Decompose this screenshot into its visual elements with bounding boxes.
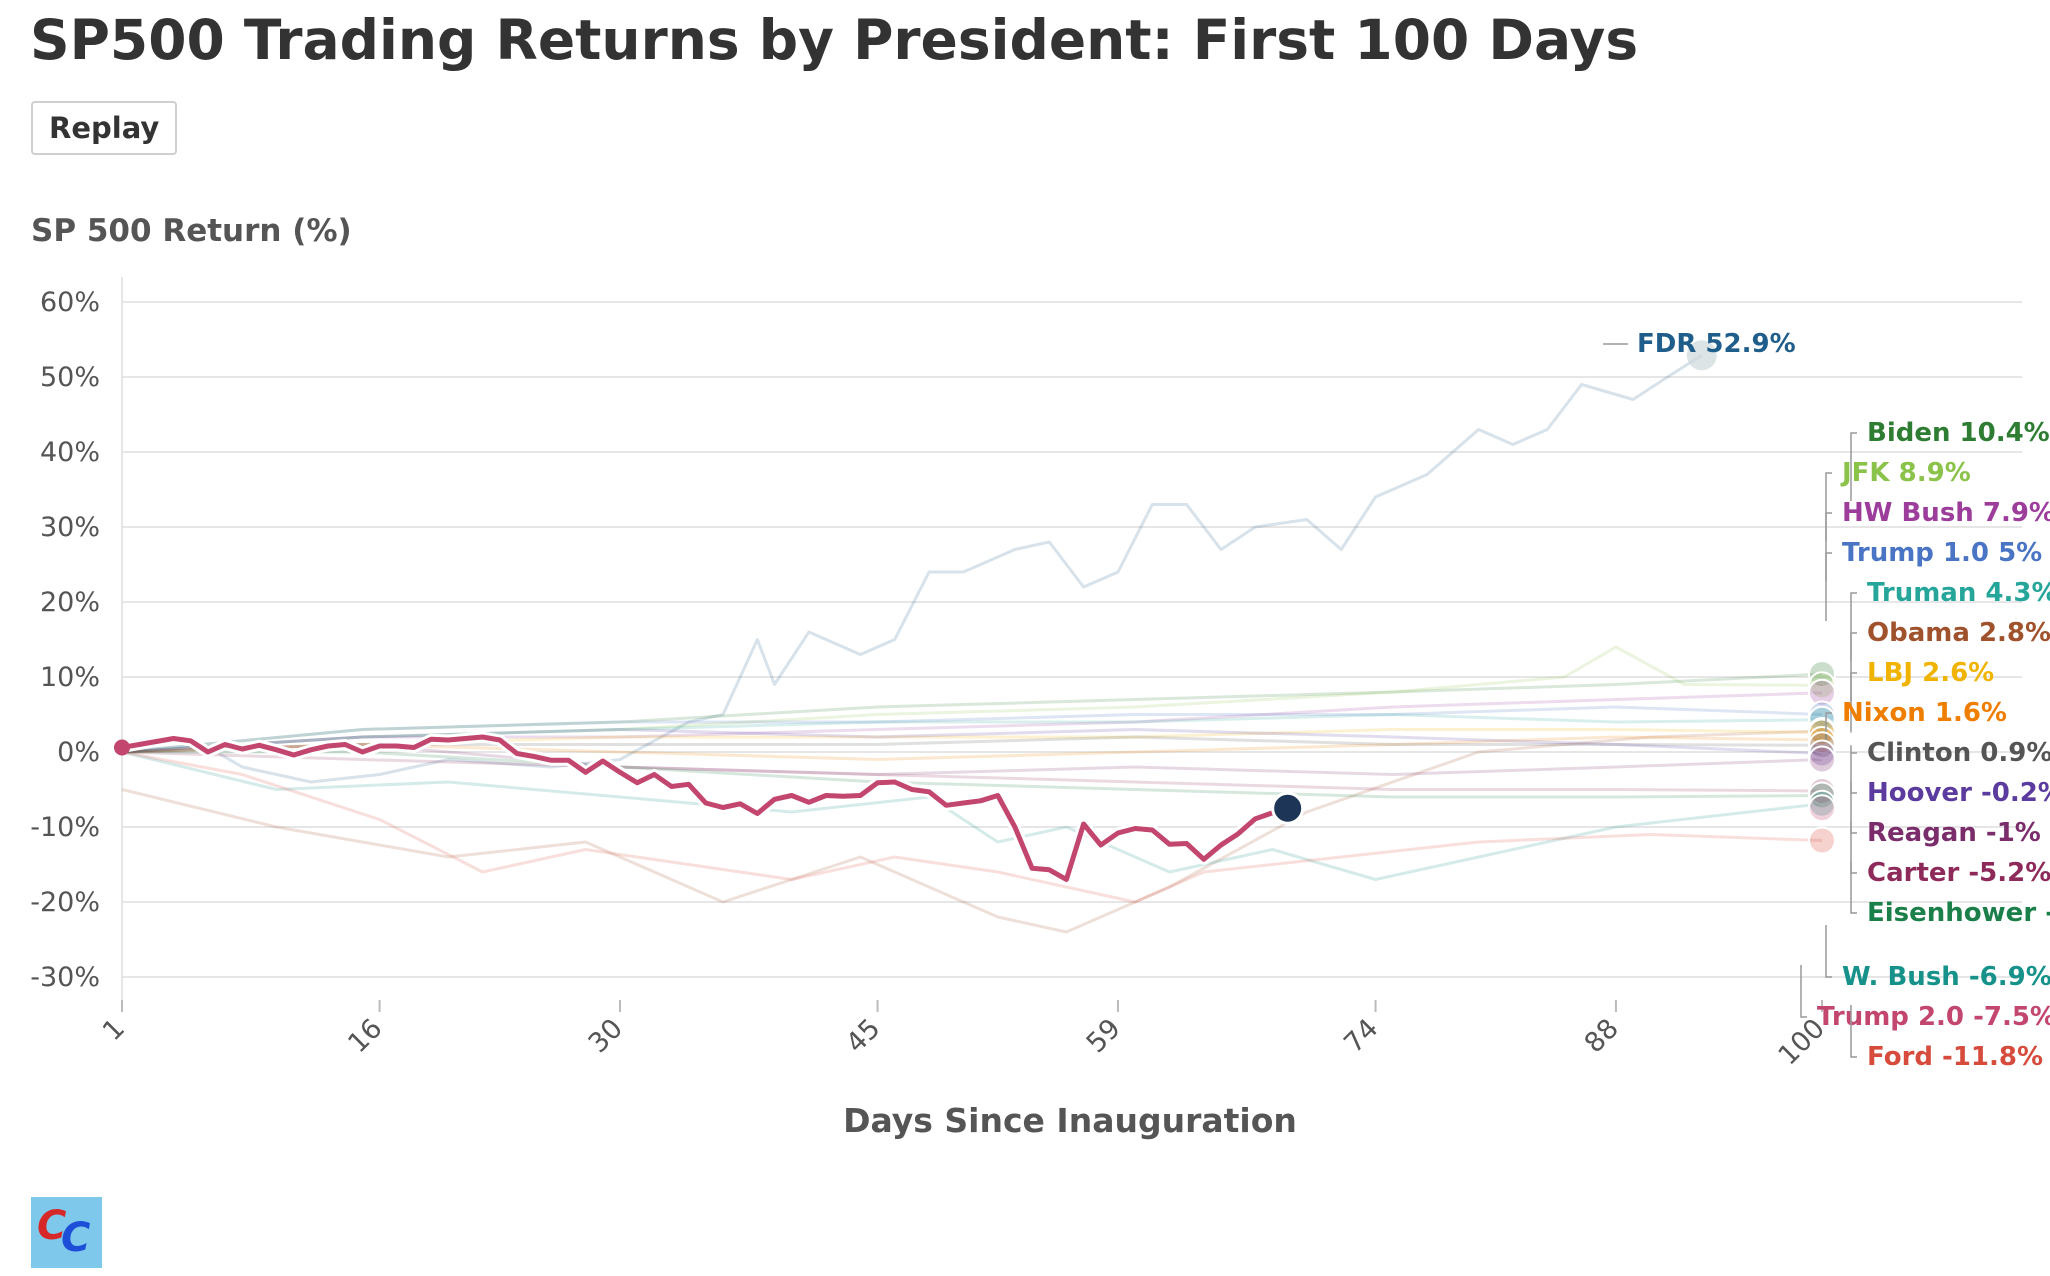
series-line-biden bbox=[121, 672, 1823, 754]
y-tick-label: 60% bbox=[40, 287, 100, 318]
end-labels: FDR 52.9% Biden 10.4% JFK 8.9% HW Bush 7.9%… bbox=[1603, 329, 2050, 1072]
end-marker-ford bbox=[1808, 826, 1836, 855]
label-leader-jfk bbox=[1825, 472, 1832, 541]
series-line-trump-2-0 bbox=[121, 734, 1291, 882]
label-leader-hoover bbox=[1850, 753, 1857, 794]
axes: 60% 50% 40% 30% 20% 10% 0% -10% -20% -30% 1 16 30 45 5… bbox=[30, 277, 1831, 1071]
end-label-fdr: FDR 52.9% bbox=[1637, 329, 1796, 359]
y-tick-label: -30% bbox=[30, 962, 100, 993]
x-tick-label: 1 bbox=[97, 1013, 131, 1047]
x-tick-label: 88 bbox=[1579, 1013, 1625, 1059]
y-tick-label: 50% bbox=[40, 362, 100, 393]
series-line-trump-1-0 bbox=[121, 705, 1823, 754]
series-line-hoover bbox=[121, 728, 1823, 755]
end-label-eisenhower: Eisenhower -5.8% bbox=[1867, 898, 2050, 928]
end-label-clinton: Clinton 0.9% bbox=[1867, 738, 2050, 768]
end-label-reagan: Reagan -1% bbox=[1867, 818, 2041, 848]
y-tick-label: -20% bbox=[30, 887, 100, 918]
x-tick-label: 59 bbox=[1081, 1013, 1127, 1059]
x-tick-label: 16 bbox=[342, 1013, 388, 1059]
end-label-hw-bush: HW Bush 7.9% bbox=[1842, 498, 2050, 528]
y-tick-label: 20% bbox=[40, 587, 100, 618]
label-leader-obama bbox=[1850, 632, 1857, 701]
series-line-obama bbox=[121, 729, 1823, 934]
series-line-eisenhower bbox=[122, 750, 1823, 799]
end-label-obama: Obama 2.8% bbox=[1867, 618, 2050, 648]
y-tick-label: 30% bbox=[40, 512, 100, 543]
end-label-w-bush: W. Bush -6.9% bbox=[1842, 962, 2050, 992]
grid-lines bbox=[122, 301, 2022, 978]
end-label-biden: Biden 10.4% bbox=[1867, 418, 2050, 448]
end-label-lbj: LBJ 2.6% bbox=[1867, 658, 1994, 688]
page-title: SP500 Trading Returns by President: Firs… bbox=[30, 8, 1639, 72]
highlight-line-halo bbox=[121, 731, 1292, 885]
end-label-ford: Ford -11.8% bbox=[1867, 1042, 2043, 1072]
label-leader-biden bbox=[1850, 432, 1857, 501]
end-label-trump-1-0: Trump 1.0 5% bbox=[1842, 538, 2042, 568]
end-label-nixon: Nixon 1.6% bbox=[1842, 698, 2007, 728]
label-leader-reagan bbox=[1850, 781, 1857, 834]
end-marker-reagan bbox=[1808, 745, 1836, 774]
x-axis-title: Days Since Inauguration bbox=[843, 1101, 1297, 1140]
label-leader-w-bush bbox=[1825, 925, 1832, 978]
label-leader-trump-1-0 bbox=[1825, 552, 1832, 621]
end-label-hoover: Hoover -0.2% bbox=[1867, 778, 2050, 808]
end-marker-hoover bbox=[1808, 739, 1836, 768]
series-line-hw-bush bbox=[121, 691, 1823, 754]
y-axis-title: SP 500 Return (%) bbox=[31, 213, 352, 249]
cc-logo-icon: C C bbox=[31, 1197, 102, 1268]
x-tick-label: 74 bbox=[1338, 1013, 1384, 1059]
label-leader-truman bbox=[1850, 592, 1857, 661]
end-marker-fdr bbox=[1686, 340, 1717, 371]
label-leader-lbj bbox=[1850, 672, 1857, 733]
y-tick-label: 10% bbox=[40, 662, 100, 693]
end-label-trump-2-0: Trump 2.0 -7.5% bbox=[1817, 1002, 2050, 1032]
series-line-truman bbox=[121, 713, 1823, 754]
label-leader-clinton bbox=[1850, 745, 1857, 754]
series-line-ford bbox=[121, 750, 1823, 904]
label-leader-eisenhower bbox=[1850, 861, 1857, 914]
series-line-w-bush bbox=[121, 750, 1823, 881]
replay-button[interactable]: Replay bbox=[31, 101, 178, 155]
line-chart: 60% 50% 40% 30% 20% 10% 0% -10% -20% -30% 1 16 30 45 5… bbox=[30, 277, 2050, 1140]
x-tick-label: 30 bbox=[583, 1013, 629, 1059]
label-leader-ford bbox=[1850, 1005, 1857, 1058]
y-tick-label: 0% bbox=[57, 737, 100, 768]
label-leader-nixon bbox=[1825, 712, 1832, 740]
end-label-carter: Carter -5.2% bbox=[1867, 858, 2050, 888]
end-marker-trump-2-0 bbox=[1808, 794, 1836, 823]
label-leader-trump-2-0 bbox=[1800, 965, 1807, 1018]
series-lines bbox=[114, 354, 1823, 934]
x-tick-label: 45 bbox=[840, 1013, 886, 1059]
end-label-jfk: JFK 8.9% bbox=[1840, 458, 1971, 488]
label-leader-hw-bush bbox=[1825, 512, 1832, 581]
end-marker-jfk bbox=[1808, 671, 1836, 700]
label-leader-carter bbox=[1850, 821, 1857, 874]
y-tick-label: 40% bbox=[40, 437, 100, 468]
president-avatar bbox=[1271, 791, 1305, 825]
series-line-fdr bbox=[121, 354, 1703, 784]
end-marker-clinton bbox=[1808, 731, 1836, 760]
series-line-carter bbox=[121, 750, 1823, 793]
end-label-truman: Truman 4.3% bbox=[1867, 578, 2050, 608]
start-point bbox=[114, 739, 130, 756]
y-tick-label: -10% bbox=[30, 812, 100, 843]
